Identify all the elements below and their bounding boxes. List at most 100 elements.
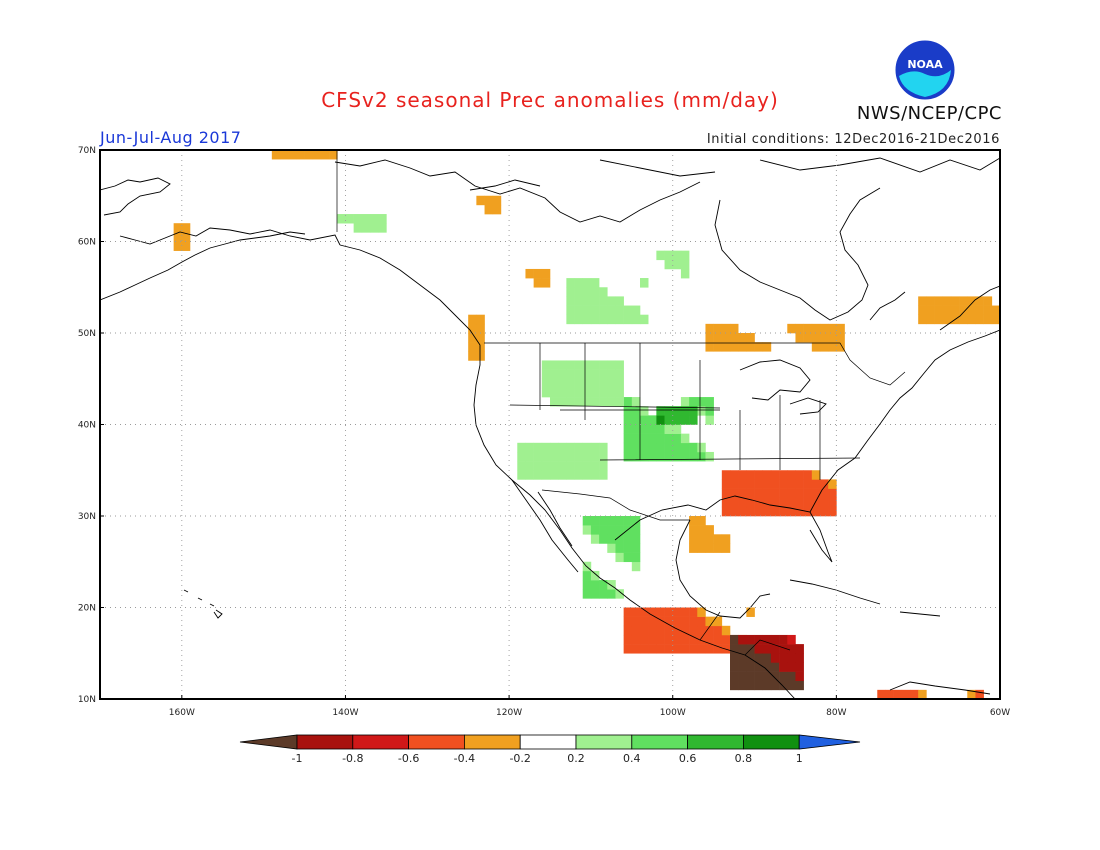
anomaly-cell bbox=[631, 314, 641, 325]
anomaly-cell bbox=[574, 397, 584, 407]
anomaly-cell bbox=[770, 653, 780, 663]
anomaly-region-ontario-quebec bbox=[705, 323, 845, 352]
anomaly-cell bbox=[730, 662, 739, 672]
anomaly-cell bbox=[779, 644, 788, 654]
anomaly-cell bbox=[697, 616, 706, 627]
anomaly-cell bbox=[566, 278, 575, 288]
anomaly-cell bbox=[672, 406, 682, 416]
anomaly-cell bbox=[754, 497, 764, 508]
anomaly-cell bbox=[558, 461, 567, 471]
anomaly-cell bbox=[762, 662, 772, 672]
anomaly-cell bbox=[590, 305, 600, 315]
anomaly-cell bbox=[640, 424, 649, 434]
anomaly-cell bbox=[631, 516, 641, 526]
anomaly-cell bbox=[795, 323, 804, 334]
anomaly-cell bbox=[754, 680, 764, 691]
anomaly-region-british-columbia bbox=[525, 268, 551, 288]
anomaly-cell bbox=[738, 479, 747, 489]
anomaly-cell bbox=[623, 415, 633, 425]
anomaly-cell bbox=[656, 415, 665, 425]
anomaly-cell bbox=[787, 506, 796, 517]
lat-label: 10N bbox=[78, 695, 96, 705]
anomaly-cell bbox=[713, 323, 723, 334]
anomaly-cell bbox=[795, 680, 804, 691]
anomaly-cell bbox=[762, 506, 772, 517]
anomaly-cell bbox=[770, 671, 780, 681]
anomaly-cell bbox=[656, 451, 665, 462]
anomaly-cell bbox=[590, 580, 600, 590]
lon-label: 100W bbox=[660, 708, 686, 718]
anomaly-cell bbox=[582, 287, 592, 297]
anomaly-region-southwest bbox=[517, 442, 608, 480]
anomaly-cell bbox=[533, 442, 543, 453]
anomaly-cell bbox=[599, 397, 608, 407]
anomaly-cell bbox=[942, 296, 952, 306]
anomaly-cell bbox=[730, 680, 739, 691]
anomaly-cell bbox=[705, 342, 714, 352]
anomaly-cell bbox=[680, 644, 690, 654]
anomaly-cell bbox=[599, 470, 608, 480]
anomaly-cell bbox=[836, 323, 845, 334]
anomaly-cell bbox=[713, 625, 723, 636]
anomaly-cell bbox=[754, 506, 764, 517]
anomaly-cell bbox=[541, 369, 551, 380]
anomaly-cell bbox=[582, 442, 592, 453]
anomaly-cell bbox=[672, 415, 682, 425]
logo-text: NOAA bbox=[907, 58, 943, 71]
anomaly-cell bbox=[181, 232, 191, 242]
anomaly-cell bbox=[918, 305, 927, 315]
anomaly-cell bbox=[640, 415, 649, 425]
anomaly-cell bbox=[754, 634, 764, 645]
lat-lon-gridlines bbox=[100, 150, 1000, 699]
anomaly-cell bbox=[795, 488, 804, 498]
anomaly-cell bbox=[787, 662, 796, 672]
anomaly-cell bbox=[689, 525, 698, 535]
anomaly-cell bbox=[918, 296, 927, 306]
anomaly-cell bbox=[607, 305, 616, 315]
lat-label: 50N bbox=[78, 329, 96, 339]
anomaly-cell bbox=[672, 424, 682, 434]
anomaly-cell bbox=[738, 644, 747, 654]
anomaly-cell bbox=[803, 488, 813, 498]
anomaly-cell bbox=[517, 470, 526, 480]
anomaly-cell bbox=[574, 461, 584, 471]
lon-label: 60W bbox=[990, 708, 1010, 718]
anomaly-cell bbox=[541, 470, 551, 480]
anomaly-cell bbox=[566, 461, 575, 471]
anomaly-cell bbox=[746, 488, 755, 498]
anomaly-cell bbox=[623, 634, 633, 645]
anomaly-cell bbox=[770, 680, 780, 691]
anomaly-cell bbox=[525, 470, 534, 480]
anomaly-cell bbox=[746, 506, 755, 517]
anomaly-cell bbox=[754, 342, 764, 352]
agency-label: NWS/NCEP/CPC bbox=[856, 103, 1002, 124]
anomaly-cell bbox=[541, 442, 551, 453]
anomaly-cell bbox=[672, 634, 682, 645]
anomaly-cell bbox=[525, 268, 534, 279]
anomaly-cell bbox=[803, 479, 813, 489]
east-coast bbox=[809, 329, 1000, 513]
anomaly-cell bbox=[566, 378, 575, 389]
anomaly-cell bbox=[468, 314, 477, 325]
anomaly-cell bbox=[697, 607, 706, 617]
anomaly-cell bbox=[803, 470, 813, 480]
anomaly-cell bbox=[689, 442, 698, 453]
anomaly-cell bbox=[582, 378, 592, 389]
forecast-period: Jun-Jul-Aug 2017 bbox=[100, 128, 242, 147]
anomaly-cell bbox=[541, 378, 551, 389]
anomaly-cell bbox=[623, 305, 633, 315]
anomaly-cell bbox=[811, 488, 821, 498]
anomaly-cell bbox=[623, 406, 633, 416]
anomaly-cell bbox=[607, 580, 616, 590]
anomaly-cell bbox=[721, 634, 731, 645]
anomaly-cell bbox=[590, 589, 600, 599]
anomaly-cell bbox=[680, 607, 690, 617]
anomaly-cell bbox=[664, 406, 674, 416]
anomaly-cell bbox=[288, 150, 297, 160]
anomaly-cell bbox=[730, 506, 739, 517]
anomaly-cell bbox=[590, 470, 600, 480]
anomaly-cell bbox=[828, 323, 837, 334]
anomaly-cell bbox=[590, 525, 600, 535]
anomaly-cell bbox=[754, 662, 764, 672]
anomaly-cell bbox=[680, 634, 690, 645]
